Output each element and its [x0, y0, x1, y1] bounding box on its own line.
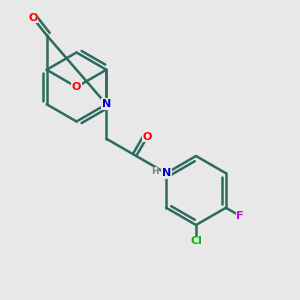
Text: F: F — [236, 211, 244, 221]
Text: N: N — [161, 168, 171, 178]
Text: O: O — [143, 131, 152, 142]
Text: H: H — [151, 167, 158, 176]
Text: Cl: Cl — [190, 236, 202, 247]
Text: O: O — [72, 82, 81, 92]
Text: N: N — [102, 99, 111, 109]
Text: O: O — [28, 13, 38, 22]
